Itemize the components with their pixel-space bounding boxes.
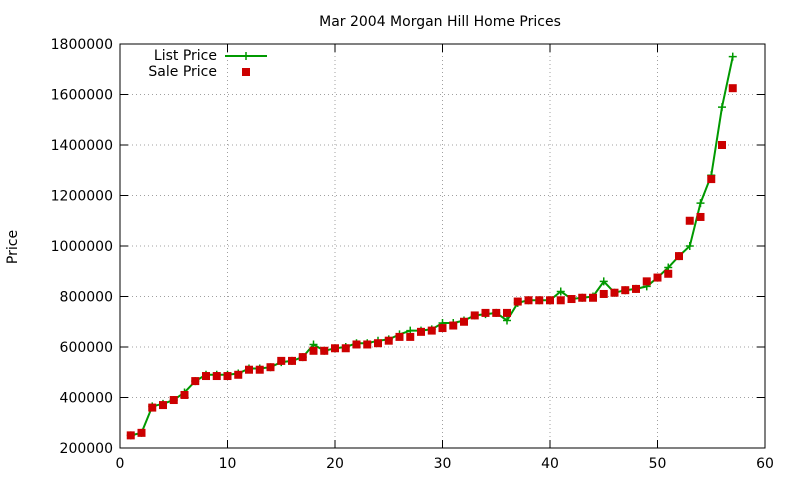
y-tick-label: 200000 — [60, 441, 113, 457]
grid — [120, 44, 765, 448]
sale-price-point — [406, 332, 415, 341]
sale-price-point — [288, 356, 296, 365]
sale-price-point — [728, 84, 737, 93]
sale-price-point — [718, 141, 726, 149]
sale-price-point — [298, 353, 307, 362]
sale-price-point — [148, 403, 157, 412]
sale-price-point — [137, 428, 146, 437]
sale-price-point — [599, 289, 608, 298]
legend-label-list-price: List Price — [154, 48, 217, 64]
sale-price-point — [374, 339, 382, 348]
sale-price-point — [535, 296, 544, 305]
list-price-line — [130, 56, 734, 437]
list-price-point — [503, 316, 511, 325]
sale-price-point — [642, 277, 651, 286]
sale-price-point — [524, 296, 533, 305]
sale-price-point — [255, 365, 264, 374]
sale-price-point — [427, 326, 436, 335]
sale-price-point — [363, 340, 372, 349]
legend: List Price Sale Price — [148, 48, 267, 80]
sale-price-point — [567, 295, 576, 304]
sale-price-point — [417, 327, 425, 336]
chart-title: Mar 2004 Morgan Hill Home Prices — [319, 14, 561, 30]
sale-price-point — [685, 216, 694, 225]
sale-price-point — [707, 175, 716, 184]
sale-price-point — [352, 340, 361, 349]
series-layer — [126, 52, 737, 440]
sale-price-point — [384, 336, 393, 345]
sale-price-point — [492, 308, 501, 317]
sale-price-point — [331, 344, 339, 353]
list-price-point — [685, 242, 694, 250]
sale-price-point — [546, 296, 554, 305]
legend-marker-sale-price — [242, 68, 250, 76]
sale-price-point — [589, 293, 597, 302]
list-price-point — [556, 287, 565, 296]
sale-price-point — [277, 356, 286, 365]
sale-price-point — [470, 311, 479, 320]
sale-price-point — [675, 252, 683, 261]
sale-price-point — [212, 372, 221, 381]
x-tick-label: 0 — [116, 456, 125, 472]
sale-price-point — [320, 346, 329, 355]
axis-ticks: 200000 400000 600000 800000 1000000 1200000 14… — [51, 37, 774, 472]
sale-price-point — [610, 288, 619, 297]
y-tick-label: 1000000 — [51, 239, 113, 255]
sale-price-point — [503, 308, 511, 317]
list-price-point — [696, 199, 705, 208]
sale-price-point — [632, 284, 640, 293]
sale-price-point — [180, 390, 189, 399]
y-tick-label: 600000 — [60, 340, 113, 356]
sale-price-point — [578, 293, 587, 302]
legend-marker-list-price — [242, 52, 250, 60]
list-price-point — [718, 103, 726, 112]
x-tick-label: 10 — [219, 456, 237, 472]
x-tick-label: 50 — [649, 456, 667, 472]
legend-label-sale-price: Sale Price — [148, 64, 217, 80]
sale-price-point — [341, 344, 350, 353]
sale-price-point — [438, 324, 447, 333]
sale-price-point — [664, 269, 673, 278]
x-tick-label: 30 — [434, 456, 452, 472]
sale-price-point — [395, 332, 404, 341]
x-tick-label: 60 — [756, 456, 774, 472]
sale-price-point — [696, 212, 705, 221]
sale-price-point — [126, 431, 135, 440]
y-tick-label: 400000 — [60, 391, 113, 407]
y-tick-label: 800000 — [60, 290, 113, 306]
sale-price-point — [653, 273, 662, 282]
sale-price-point — [223, 372, 232, 381]
sale-price-point — [481, 308, 490, 317]
sale-price-point — [621, 286, 630, 295]
sale-price-point — [266, 363, 275, 372]
sale-price-point — [191, 377, 200, 386]
x-tick-label: 20 — [326, 456, 344, 472]
y-axis-label: Price — [5, 230, 21, 264]
sale-price-point — [169, 396, 178, 405]
y-tick-label: 1400000 — [51, 138, 113, 154]
sale-price-point — [245, 365, 253, 374]
y-tick-label: 1800000 — [51, 37, 113, 53]
sale-price-point — [159, 401, 167, 410]
sale-price-point — [513, 297, 522, 306]
list-price-point — [599, 277, 608, 286]
sale-price-point — [202, 372, 210, 381]
x-tick-label: 40 — [541, 456, 559, 472]
sale-price-point — [309, 346, 318, 355]
y-tick-label: 1600000 — [51, 88, 113, 104]
sale-price-point — [556, 296, 565, 305]
sale-price-point — [449, 321, 458, 330]
y-tick-label: 1200000 — [51, 189, 113, 205]
list-price-point — [728, 52, 737, 61]
sale-price-point — [234, 370, 243, 379]
sale-price-point — [460, 317, 468, 326]
